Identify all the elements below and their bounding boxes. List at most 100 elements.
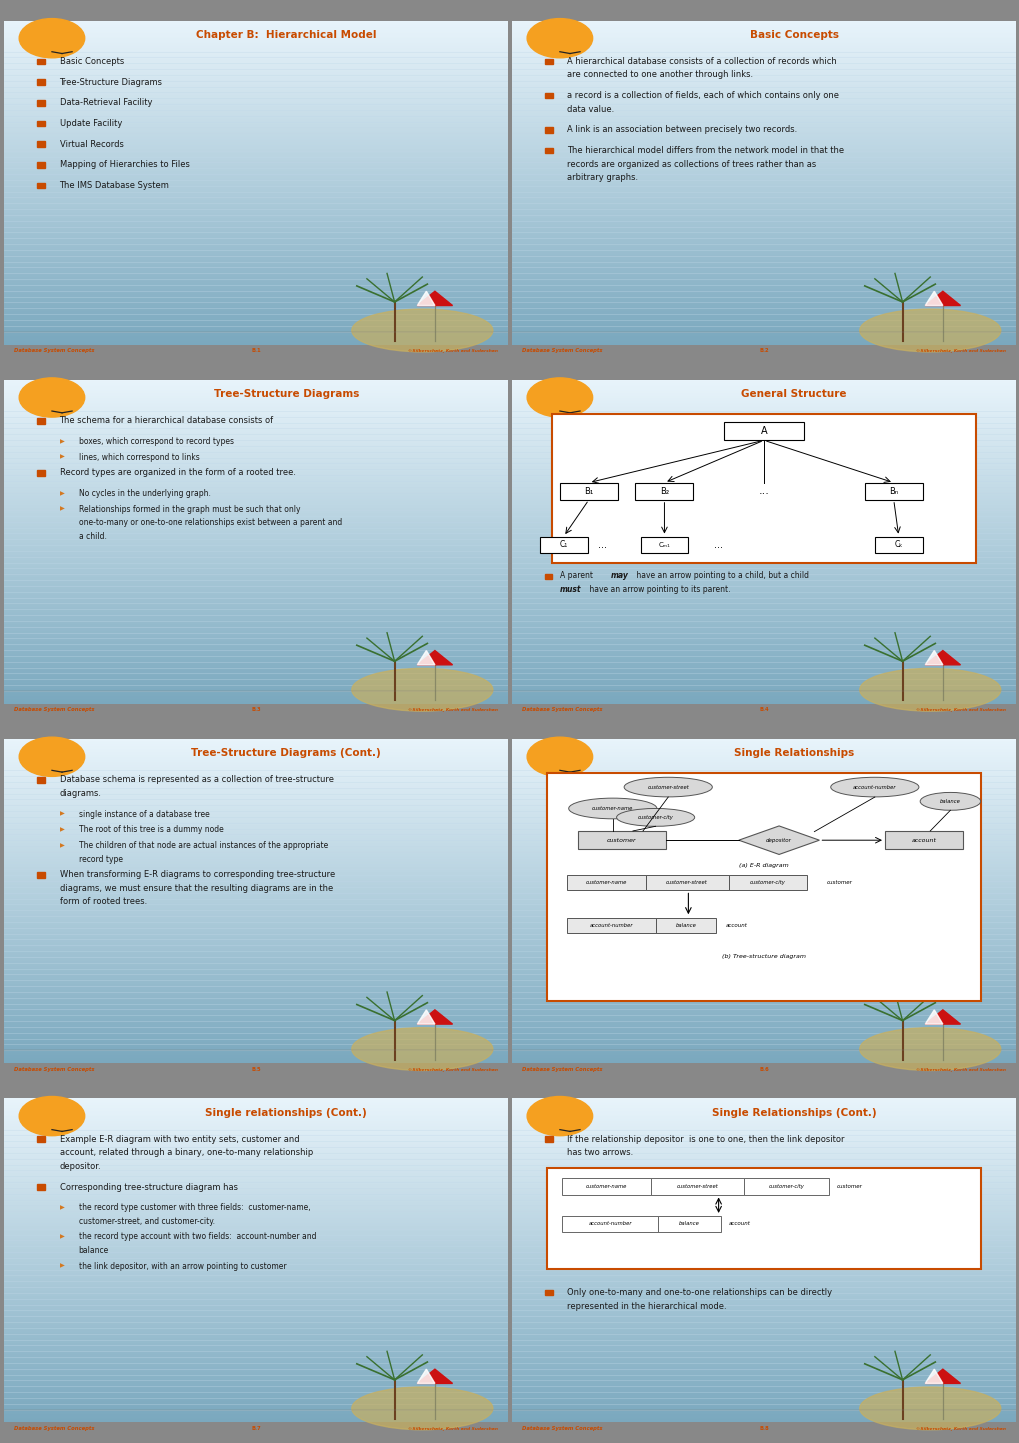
Bar [512, 775, 1015, 776]
Bar [4, 1343, 507, 1345]
Text: balance: balance [940, 799, 960, 804]
Bar [512, 228, 1015, 229]
Bar [4, 108, 507, 110]
Bar [512, 899, 1015, 900]
Bar [512, 1273, 1015, 1276]
Bar [512, 1123, 1015, 1124]
Bar [512, 990, 1015, 991]
Bar [4, 433, 507, 434]
Bar [512, 571, 1015, 573]
Bar [4, 1241, 507, 1242]
Bar [4, 625, 507, 626]
Bar [512, 48, 1015, 49]
Bar [4, 1372, 507, 1374]
Bar [4, 486, 507, 488]
Bar [512, 675, 1015, 677]
Polygon shape [924, 651, 942, 665]
Bar [4, 851, 507, 853]
Bar [512, 962, 1015, 964]
Bar [512, 1101, 1015, 1104]
Bar [512, 427, 1015, 429]
Bar [512, 815, 1015, 817]
Text: balance: balance [675, 924, 696, 928]
Bar [4, 1341, 507, 1342]
Bar [512, 114, 1015, 115]
Polygon shape [738, 825, 818, 854]
Bar [512, 180, 1015, 183]
Bar [4, 609, 507, 610]
Bar [4, 602, 507, 603]
Bar [512, 1245, 1015, 1248]
Bar [4, 1381, 507, 1382]
Ellipse shape [352, 668, 492, 711]
Bar [544, 147, 552, 153]
Bar [512, 781, 1015, 784]
Bar [4, 864, 507, 866]
Bar [4, 229, 507, 231]
Bar [512, 159, 1015, 160]
Bar [512, 564, 1015, 566]
Bar [4, 316, 507, 317]
Bar [512, 991, 1015, 993]
Bar [4, 683, 507, 684]
Bar [4, 1013, 507, 1014]
Text: A parent: A parent [559, 571, 595, 580]
Bar [4, 1250, 507, 1251]
Bar [512, 1107, 1015, 1108]
Bar [512, 610, 1015, 612]
Bar [4, 703, 507, 704]
Bar [4, 615, 507, 616]
Bar [512, 678, 1015, 680]
Bar [512, 798, 1015, 799]
Text: B₂: B₂ [659, 486, 668, 496]
Bar [512, 78, 1015, 79]
Bar [4, 188, 507, 189]
Bar [4, 1397, 507, 1398]
Bar [512, 1362, 1015, 1364]
Bar [4, 496, 507, 498]
Bar [4, 1254, 507, 1255]
Bar [4, 1374, 507, 1375]
Bar [4, 504, 507, 505]
Bar [4, 1189, 507, 1190]
Bar [512, 876, 1015, 877]
Bar [4, 1277, 507, 1278]
Bar [37, 418, 45, 423]
Text: Database System Concepts: Database System Concepts [14, 1066, 95, 1072]
Bar [512, 805, 1015, 807]
Text: account: account [911, 838, 935, 843]
Bar [4, 115, 507, 118]
Bar [512, 234, 1015, 237]
Bar [4, 1238, 507, 1240]
Text: ▶: ▶ [59, 491, 64, 496]
Bar [512, 232, 1015, 234]
Bar [4, 560, 507, 561]
Bar [4, 1414, 507, 1416]
Bar [4, 973, 507, 974]
Bar [512, 518, 1015, 519]
Bar [4, 573, 507, 574]
Bar [512, 407, 1015, 408]
Bar [512, 606, 1015, 609]
Bar [4, 612, 507, 613]
Bar [4, 286, 507, 287]
Bar [4, 1127, 507, 1130]
Bar [4, 101, 507, 102]
Bar [512, 745, 1015, 746]
Bar [512, 131, 1015, 133]
Bar [512, 1382, 1015, 1384]
Bar [4, 1345, 507, 1346]
Bar [512, 434, 1015, 437]
Bar [512, 1293, 1015, 1294]
Bar [4, 1257, 507, 1258]
Bar [4, 113, 507, 114]
Bar [4, 111, 507, 113]
Bar [512, 120, 1015, 121]
Bar [4, 521, 507, 522]
Bar [512, 485, 1015, 486]
Bar [4, 580, 507, 583]
Bar [4, 922, 507, 924]
Bar [4, 1053, 507, 1055]
Bar [4, 837, 507, 838]
Bar [4, 208, 507, 211]
